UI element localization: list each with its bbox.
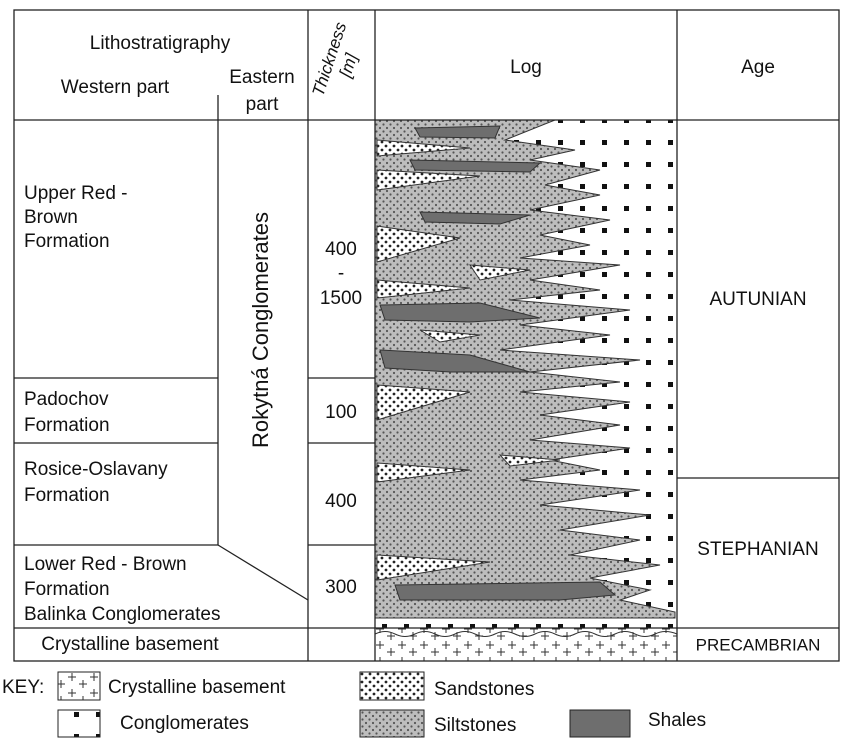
key-label: Siltstones xyxy=(434,715,516,736)
log xyxy=(375,120,677,661)
formation: Formation xyxy=(24,415,110,436)
key-title: KEY: xyxy=(2,677,44,698)
formation: Balinka Conglomerates xyxy=(24,604,220,625)
formation: Lower Red - Brown xyxy=(24,554,187,575)
header-log: Log xyxy=(510,57,542,78)
header-thickness: Thickness [m] xyxy=(309,19,370,104)
key-swatch xyxy=(570,710,630,737)
key-swatch xyxy=(58,710,100,737)
stratigraphic-column: Lithostratigraphy Western part Eastern p… xyxy=(0,0,843,739)
thickness: 100 xyxy=(325,402,357,423)
formation: Formation xyxy=(24,231,110,252)
key-swatch xyxy=(360,710,424,737)
header-eastern: Eastern xyxy=(229,67,294,88)
formation: Padochov xyxy=(24,389,109,410)
key-label: Conglomerates xyxy=(120,713,249,734)
age: STEPHANIAN xyxy=(697,539,818,560)
age: PRECAMBRIAN xyxy=(696,635,821,654)
thickness: 400 xyxy=(325,491,357,512)
header-lithostratigraphy: Lithostratigraphy xyxy=(90,33,231,54)
header-age: Age xyxy=(741,57,775,78)
formation: Rosice-Oslavany xyxy=(24,459,168,480)
header-western: Western part xyxy=(61,77,170,98)
key-label: Crystalline basement xyxy=(108,677,286,698)
formation: Upper Red - xyxy=(24,183,128,204)
key: KEY: Crystalline basement Sandstones Con… xyxy=(2,672,706,737)
thickness: 1500 xyxy=(320,288,362,309)
formation: Crystalline basement xyxy=(41,634,219,655)
header-eastern: part xyxy=(246,94,279,115)
age: AUTUNIAN xyxy=(709,289,806,310)
key-label: Sandstones xyxy=(434,679,534,700)
thickness: 300 xyxy=(325,577,357,598)
page: Lithostratigraphy Western part Eastern p… xyxy=(0,0,843,739)
eastern-formation: Rokytná Conglomerates xyxy=(248,212,273,448)
formation: Brown xyxy=(24,207,78,228)
key-swatch xyxy=(360,672,424,700)
formation: Formation xyxy=(24,579,110,600)
thickness: 400 xyxy=(325,239,357,260)
thickness: - xyxy=(338,263,344,284)
key-swatch xyxy=(58,672,100,700)
key-label: Shales xyxy=(648,710,706,731)
formation: Formation xyxy=(24,485,110,506)
